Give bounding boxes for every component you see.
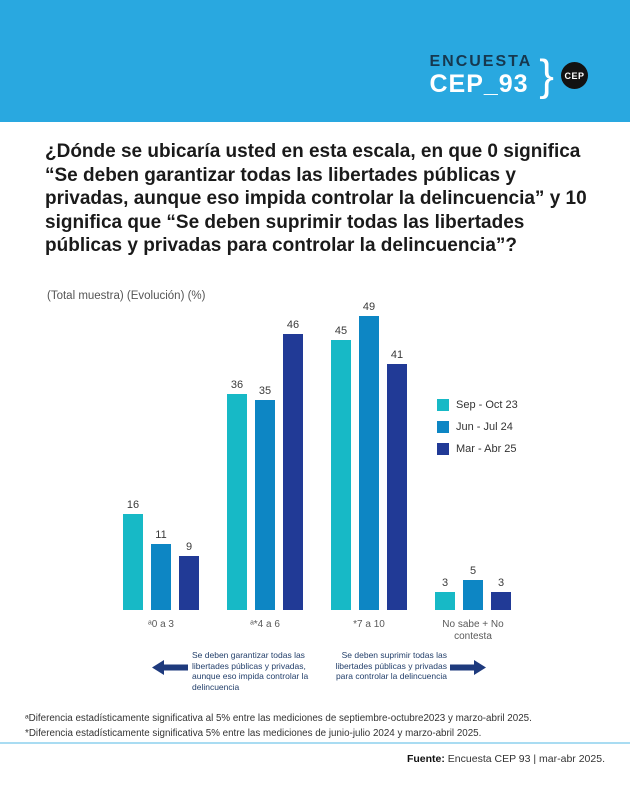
brand-logo: ENCUESTA CEP_93 } CEP: [429, 50, 588, 100]
bar-value-label: 45: [334, 325, 348, 337]
bar-value-label: 3: [441, 577, 449, 589]
bar-with-label: 3: [435, 577, 455, 610]
cep-badge-icon: CEP: [561, 62, 588, 89]
legend-item: Jun - Jul 24: [437, 421, 518, 433]
legend-item: Mar - Abr 25: [437, 443, 518, 455]
legend-swatch-icon: [437, 443, 449, 455]
footnotes: ᵃDiferencia estadísticamente significati…: [25, 711, 610, 741]
header-band: ENCUESTA CEP_93 } CEP: [0, 0, 630, 122]
bar-group: 16 11 9 ᵃ0 a 3: [123, 295, 199, 647]
left-arrow-icon: [152, 660, 188, 675]
bar-with-label: 46: [283, 319, 303, 610]
bar-with-label: 5: [463, 565, 483, 610]
bar-value-label: 49: [362, 301, 376, 313]
page-title: ¿Dónde se ubicaría usted en esta escala,…: [45, 141, 587, 256]
bar-with-label: 3: [491, 577, 511, 610]
category-label: ᵃ*4 a 6: [250, 619, 280, 630]
legend-swatch-icon: [437, 399, 449, 411]
bar: [227, 394, 247, 610]
bar-value-label: 11: [155, 529, 167, 541]
chart-bar-groups: 16 11 9 ᵃ0 a 3 36 35 46 ᵃ*4 a 6 45 49 41 *7 a 10 3 5 3…: [123, 295, 511, 647]
bar-with-label: 11: [151, 529, 171, 610]
bar: [387, 364, 407, 610]
legend-swatch-icon: [437, 421, 449, 433]
bar-with-label: 35: [255, 385, 275, 610]
footnote-a: ᵃDiferencia estadísticamente significati…: [25, 713, 532, 724]
source-line: Fuente: Encuesta CEP 93 | mar-abr 2025.: [407, 753, 605, 765]
brand-bracket-glyph: }: [539, 50, 554, 100]
bar-group: 36 35 46 ᵃ*4 a 6: [227, 295, 303, 647]
bar: [491, 592, 511, 610]
brand-cep93-label: CEP_93: [429, 70, 529, 98]
bar-cluster: 3 5 3: [435, 295, 511, 610]
bar-value-label: 3: [497, 577, 505, 589]
bar-value-label: 16: [126, 499, 140, 511]
bar: [359, 316, 379, 610]
bar-with-label: 49: [359, 301, 379, 610]
bar-value-label: 41: [390, 349, 404, 361]
bar: [151, 544, 171, 610]
legend-label: Sep - Oct 23: [456, 399, 518, 411]
bar-group: 45 49 41 *7 a 10: [331, 295, 407, 647]
legend-label: Jun - Jul 24: [456, 421, 513, 433]
bar: [331, 340, 351, 610]
bar-value-label: 46: [286, 319, 300, 331]
bar-cluster: 16 11 9: [123, 295, 199, 610]
bar: [283, 334, 303, 610]
bar-with-label: 9: [179, 541, 199, 610]
category-label: *7 a 10: [353, 619, 385, 630]
legend-label: Mar - Abr 25: [456, 443, 517, 455]
bar-cluster: 36 35 46: [227, 295, 303, 610]
bar: [179, 556, 199, 610]
bar-group: 3 5 3 No sabe + No contesta: [435, 295, 511, 647]
bar-value-label: 5: [469, 565, 477, 577]
source-text: Encuesta CEP 93 | mar-abr 2025.: [444, 753, 605, 765]
category-label: ᵃ0 a 3: [148, 619, 174, 630]
scale-annotations: Se deben garantizar todas las libertades…: [0, 648, 630, 706]
bar: [255, 400, 275, 610]
bar-value-label: 35: [258, 385, 272, 397]
bar-chart: 16 11 9 ᵃ0 a 3 36 35 46 ᵃ*4 a 6 45 49 41 *7 a 10 3 5 3…: [0, 295, 630, 645]
bar-with-label: 36: [227, 379, 247, 610]
right-arrow-icon: [450, 660, 486, 675]
bar-with-label: 45: [331, 325, 351, 610]
bar: [435, 592, 455, 610]
legend-item: Sep - Oct 23: [437, 399, 518, 411]
source-label: Fuente:: [406, 753, 445, 765]
chart-legend: Sep - Oct 23 Jun - Jul 24 Mar - Abr 25: [437, 399, 518, 455]
right-scale-label: Se deben suprimir todas las libertades p…: [335, 650, 447, 681]
chart-subtitle: (Total muestra) (Evolución) (%): [47, 290, 206, 302]
brand-encuesta-label: ENCUESTA: [429, 53, 533, 70]
category-label: No sabe + No contesta: [442, 619, 504, 642]
bar-value-label: 9: [185, 541, 193, 553]
bar-value-label: 36: [230, 379, 244, 391]
bar-cluster: 45 49 41: [331, 295, 407, 610]
left-scale-label: Se deben garantizar todas las libertades…: [192, 650, 309, 692]
bar-with-label: 16: [123, 499, 143, 610]
footer-divider: [0, 742, 630, 744]
footnote-asterisk: *Diferencia estadísticamente significati…: [25, 728, 482, 739]
bar: [123, 514, 143, 610]
bar-with-label: 41: [387, 349, 407, 610]
bar: [463, 580, 483, 610]
